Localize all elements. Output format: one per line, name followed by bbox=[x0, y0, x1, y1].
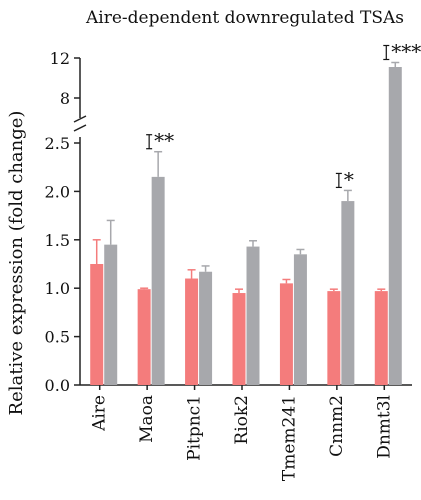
significance-label: ** bbox=[154, 129, 174, 153]
x-tick-label: Aire bbox=[90, 395, 110, 432]
x-tick-label: Riok2 bbox=[232, 395, 252, 445]
axis-break-mark bbox=[73, 115, 87, 132]
bar bbox=[90, 264, 104, 385]
x-tick-label: Dnmt3l bbox=[374, 395, 394, 459]
significance-label: **** bbox=[391, 40, 421, 64]
bars: ******* bbox=[90, 40, 421, 385]
bar bbox=[137, 289, 151, 385]
bar bbox=[341, 201, 355, 385]
x-tick-labels: Aire Maoa Pitpnc1 Riok2 Tmem241 Cnnm2 Dnmt3l bbox=[90, 395, 395, 481]
y-tick-label: 1.5 bbox=[45, 231, 70, 250]
bar bbox=[199, 271, 213, 385]
bar bbox=[293, 254, 307, 385]
y-tick-label: 2.5 bbox=[45, 134, 70, 153]
bar bbox=[232, 293, 246, 385]
y-tick-label: 0.5 bbox=[45, 328, 70, 347]
bar bbox=[374, 291, 388, 385]
y-tick-label: 1.0 bbox=[45, 279, 70, 298]
significance-label: * bbox=[344, 167, 354, 191]
y-axis-label: Relative expression (fold change) bbox=[6, 111, 27, 416]
bar bbox=[104, 244, 118, 385]
y-tick-label: 0.0 bbox=[45, 376, 70, 395]
bar bbox=[185, 278, 199, 385]
x-tick-label: Maoa bbox=[137, 395, 157, 443]
y-tick-label: 12 bbox=[50, 49, 70, 68]
bar bbox=[388, 67, 402, 385]
bar bbox=[279, 283, 293, 385]
bar bbox=[327, 291, 341, 385]
x-tick-label: Cnnm2 bbox=[327, 395, 347, 457]
axes: 0.0 0.5 1.0 1.5 2.0 2.5 8 12 bbox=[45, 49, 412, 395]
x-tick-label: Tmem241 bbox=[279, 395, 299, 481]
y-tick-label: 2.0 bbox=[45, 182, 70, 201]
x-tick-label: Pitpnc1 bbox=[185, 395, 205, 461]
chart-title: Aire-dependent downregulated TSAs bbox=[85, 8, 404, 28]
bar bbox=[151, 176, 165, 385]
y-tick-label: 8 bbox=[60, 89, 70, 108]
bar bbox=[246, 246, 260, 385]
